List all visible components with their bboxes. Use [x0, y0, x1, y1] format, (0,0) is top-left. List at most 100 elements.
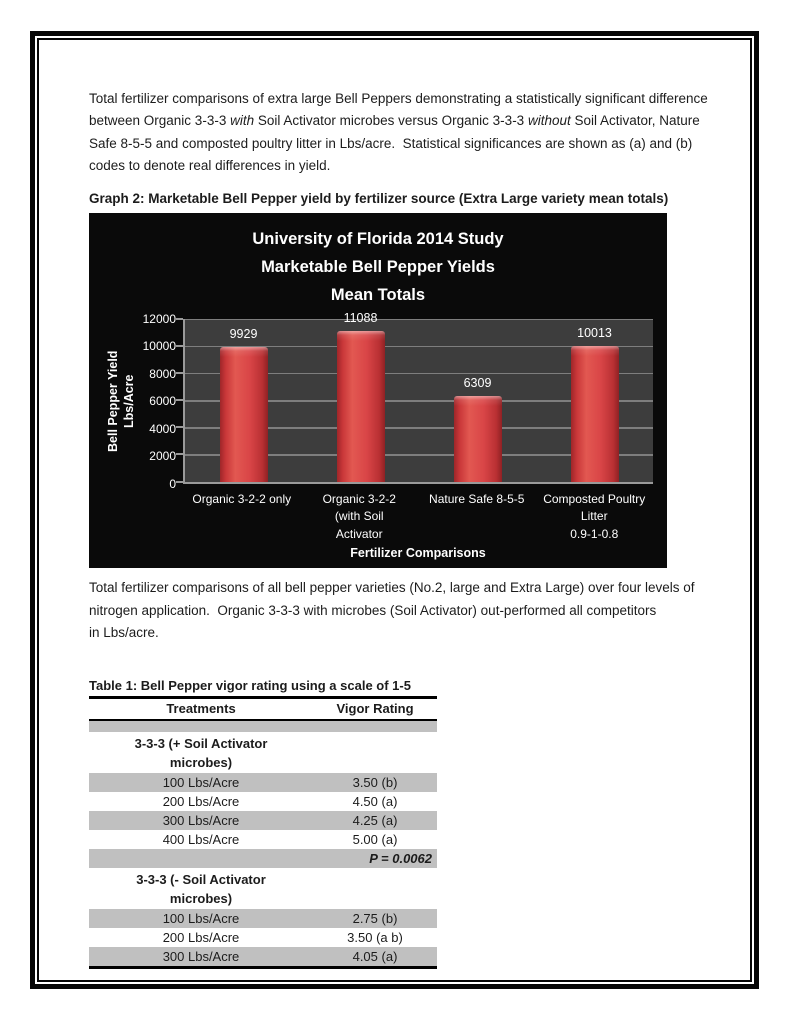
table-row-section: 3-3-3 (- Soil Activator microbes) — [89, 868, 437, 909]
plot-area: 9929 11088 6309 10013 — [176, 311, 653, 484]
text-segment: Safe 8-5-5 and composted poultry litter … — [89, 135, 693, 151]
bar-slot: 10013 — [536, 319, 653, 482]
bar-value-label: 11088 — [343, 311, 378, 326]
rating-cell: 4.50 (a) — [352, 794, 398, 810]
bars-group: 9929 11088 6309 10013 — [185, 311, 653, 482]
rating-cell: P = 0.0062 — [313, 849, 437, 869]
chart-main: Bell Pepper Yield Lbs/Acre 0 2000 4000 6000 8… — [89, 311, 667, 561]
rating-cell: 5.00 (a) — [352, 832, 398, 848]
bar-3: 10013 — [570, 326, 619, 482]
y-tick-mark — [176, 344, 183, 347]
gridline — [185, 454, 653, 456]
y-tick-label: 8000 — [149, 366, 176, 381]
text-segment: between Organic 3-3-3 — [89, 113, 231, 129]
treatment-cell: 300 Lbs/Acre — [89, 811, 313, 831]
bar-value-label: 10013 — [577, 325, 612, 340]
y-tick-label: 12000 — [142, 311, 176, 326]
y-tick-label: 6000 — [149, 394, 176, 409]
bar-1: 11088 — [336, 311, 385, 482]
gridline — [185, 372, 653, 375]
table-row-data: 300 Lbs/Acre 4.25 (a) — [89, 811, 437, 831]
treatment-cell: 100 Lbs/Acre — [89, 909, 313, 929]
summary-paragraph: Total fertilizer comparisons of all bell… — [89, 580, 695, 640]
table-caption: Table 1: Bell Pepper vigor rating using … — [89, 678, 411, 694]
table-header-row: Treatments Vigor Rating — [89, 696, 437, 722]
gridline — [185, 427, 653, 429]
gridline — [185, 318, 653, 321]
x-axis-labels: Organic 3-2-2 only Organic 3-2-2 (with Soi… — [183, 491, 653, 544]
x-axis-title: Fertilizer Comparisons — [350, 546, 486, 561]
rating-cell: 4.05 (a) — [313, 947, 437, 970]
y-tick-label: 0 — [169, 476, 176, 491]
table-row-data: 100 Lbs/Acre 2.75 (b) — [89, 909, 437, 929]
y-axis-title: Bell Pepper Yield Lbs/Acre — [106, 350, 136, 452]
treatment-cell: 400 Lbs/Acre — [162, 832, 240, 848]
y-tick-label: 10000 — [142, 339, 176, 354]
rating-cell: 4.25 (a) — [313, 811, 437, 831]
x-category-label: Composted Poultry Litter 0.9-1-0.8 — [543, 491, 646, 541]
rating-cell: 3.50 (b) — [313, 773, 437, 793]
table-row-section: 3-3-3 (+ Soil Activator microbes) — [89, 732, 437, 773]
treatment-cell: 200 Lbs/Acre — [162, 930, 240, 946]
page-border: Total fertilizer comparisons of extra la… — [30, 31, 759, 989]
y-tick-label: 4000 — [149, 421, 176, 436]
treatment-cell — [89, 720, 313, 733]
rating-cell: 2.75 (b) — [313, 909, 437, 929]
page-content: Total fertilizer comparisons of extra la… — [39, 40, 750, 980]
table-row-data: 200 Lbs/Acre 3.50 (a b) — [89, 928, 437, 947]
bar-chart: University of Florida 2014 Study Marketab… — [89, 212, 667, 569]
section-label: 3-3-3 (- Soil Activator microbes) — [136, 872, 266, 907]
x-category-label: Organic 3-2-2 only — [192, 491, 292, 506]
treatment-cell: 100 Lbs/Acre — [89, 773, 313, 793]
bar-value-label: 9929 — [229, 326, 258, 341]
text-segment: Soil Activator, Nature — [570, 113, 700, 129]
bar-2: 6309 — [453, 376, 502, 482]
table-row-data: 200 Lbs/Acre 4.50 (a) — [89, 792, 437, 811]
rating-cell — [313, 868, 437, 909]
y-tick-mark — [176, 453, 183, 456]
graph-caption: Graph 2: Marketable Bell Pepper yield by… — [89, 190, 669, 206]
text-segment: Soil Activator microbes versus Organic 3… — [254, 113, 528, 129]
column-header-treatments: Treatments — [89, 696, 313, 722]
y-axis-ticks: 0 2000 4000 6000 8000 10000 12000 — [137, 312, 183, 491]
treatment-cell — [89, 849, 313, 869]
x-category-label: Organic 3-2-2 (with Soil Activator — [322, 491, 396, 541]
treatment-cell: 3-3-3 (- Soil Activator microbes) — [89, 868, 313, 909]
treatment-cell: 200 Lbs/Acre — [162, 794, 240, 810]
table-row-pvalue: P = 0.0062 — [89, 849, 437, 869]
y-tick-label: 2000 — [149, 449, 176, 464]
gridline — [185, 345, 653, 348]
table-row-data: 400 Lbs/Acre 5.00 (a) — [89, 830, 437, 849]
rating-cell — [313, 732, 437, 773]
y-tick-mark — [176, 426, 183, 429]
section-label: 3-3-3 (+ Soil Activator microbes) — [134, 736, 268, 771]
emphasis-text: without — [527, 113, 571, 129]
column-header-vigor-rating: Vigor Rating — [313, 696, 437, 722]
x-category-label: Nature Safe 8-5-5 — [429, 491, 525, 506]
y-tick-mark — [176, 480, 183, 483]
treatment-cell: 3-3-3 (+ Soil Activator microbes) — [89, 732, 313, 773]
bar-value-label: 6309 — [463, 375, 492, 390]
table-row-data: 300 Lbs/Acre 4.05 (a) — [89, 947, 437, 970]
table-row-spacer — [89, 720, 437, 733]
text-segment: Total fertilizer comparisons of extra la… — [89, 91, 708, 106]
bar-slot: 9929 — [185, 319, 302, 482]
chart-title: University of Florida 2014 Study Marketab… — [252, 229, 504, 304]
page-border-inner: Total fertilizer comparisons of extra la… — [37, 38, 752, 982]
y-tick-mark — [176, 399, 183, 402]
bar-slot: 6309 — [419, 319, 536, 482]
rating-cell: 3.50 (a b) — [347, 930, 403, 946]
rating-cell — [313, 720, 437, 733]
plot-column: 9929 11088 6309 10013 Organic 3-2-2 only Org… — [176, 311, 653, 561]
y-tick-mark — [176, 317, 183, 320]
emphasis-text: with — [230, 113, 255, 129]
text-segment: codes to denote real differences in yiel… — [89, 158, 331, 174]
bar-0: 9929 — [219, 327, 268, 482]
y-tick-mark — [176, 371, 183, 374]
gridline — [185, 400, 653, 402]
table-row-data: 100 Lbs/Acre 3.50 (b) — [89, 773, 437, 793]
treatment-cell: 300 Lbs/Acre — [89, 947, 313, 970]
vigor-rating-table: Treatments Vigor Rating 3-3-3 (+ Soil Ac… — [89, 696, 437, 970]
bar-slot: 11088 — [302, 311, 419, 482]
intro-paragraph: Total fertilizer comparisons of extra la… — [89, 88, 717, 178]
